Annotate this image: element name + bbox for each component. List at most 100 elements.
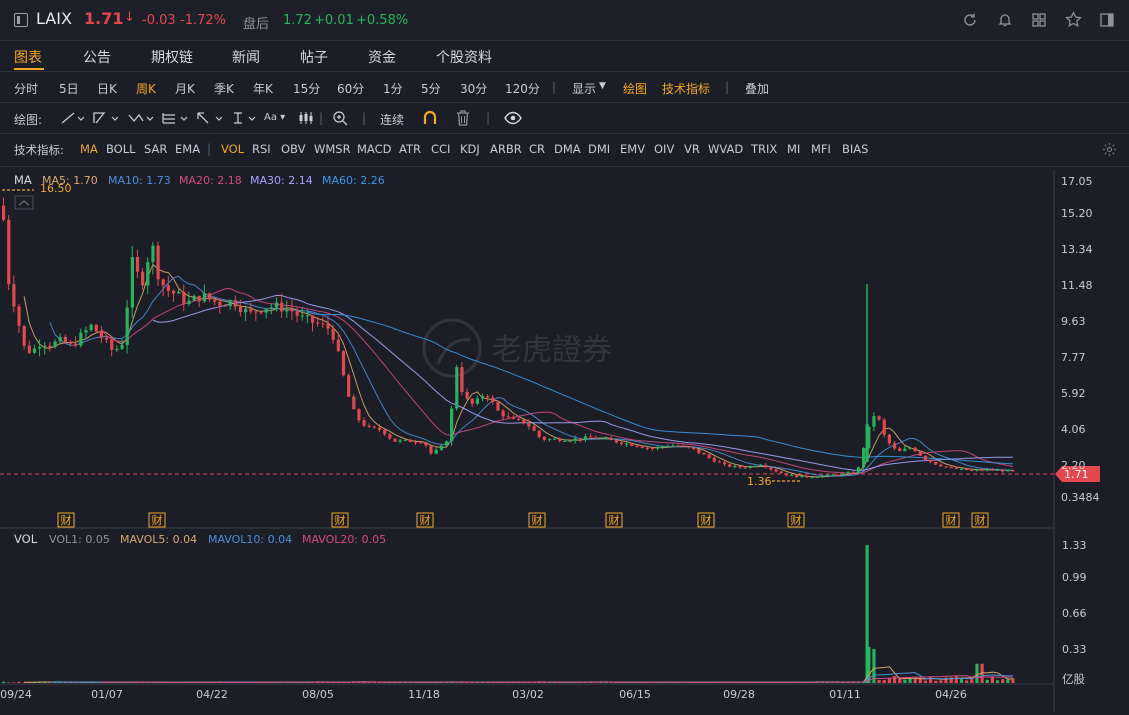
tab-options[interactable]: 期权链 — [151, 47, 193, 67]
chart-area[interactable]: 老虎證券 MA MA5: 1.70 MA10: 1.73 MA20: 2.18 … — [0, 170, 1129, 712]
candle-body — [254, 312, 257, 313]
price-volume-chart[interactable]: 老虎證券 MA MA5: 1.70 MA10: 1.73 MA20: 2.18 … — [0, 170, 1129, 712]
period-year[interactable]: 年K — [253, 80, 273, 97]
indicator-vol[interactable]: VOL — [221, 142, 244, 156]
tab-capital[interactable]: 资金 — [368, 47, 396, 67]
indicator-wmsr[interactable]: WMSR — [314, 142, 351, 156]
period-30m[interactable]: 30分 — [460, 80, 487, 97]
indicator-trix[interactable]: TRIX — [751, 142, 777, 156]
candle-body — [723, 462, 726, 464]
period-timeshare[interactable]: 分时 — [14, 80, 38, 97]
price-tick-label: 13.34 — [1061, 243, 1093, 256]
zoom-in-icon[interactable] — [332, 110, 348, 126]
indicator-bias[interactable]: BIAS — [842, 142, 868, 156]
indicator-emv[interactable]: EMV — [620, 142, 645, 156]
time-tick-label: 04/26 — [935, 688, 967, 701]
fibonacci-tool-icon[interactable] — [161, 111, 189, 125]
period-5m[interactable]: 5分 — [421, 80, 441, 97]
indicator-rsi[interactable]: RSI — [252, 142, 271, 156]
candle-tool-icon[interactable] — [298, 111, 314, 125]
indicator-mi[interactable]: MI — [787, 142, 800, 156]
panel-icon[interactable] — [1099, 12, 1115, 28]
candle-body — [429, 445, 432, 453]
indicator-sar[interactable]: SAR — [144, 142, 167, 156]
candle-body — [826, 475, 829, 476]
tab-chart[interactable]: 图表 — [14, 47, 42, 67]
tab-posts[interactable]: 帖子 — [300, 47, 328, 67]
vol1-legend: VOL1: 0.05 — [49, 533, 110, 546]
gear-icon[interactable] — [1102, 142, 1117, 157]
candle-body — [517, 419, 520, 420]
period-quarter[interactable]: 季K — [214, 80, 234, 97]
candle-body — [33, 348, 36, 352]
polyline-tool-icon[interactable] — [92, 111, 120, 125]
period-15m[interactable]: 15分 — [293, 80, 320, 97]
draw-toggle[interactable]: 绘图 — [623, 80, 647, 97]
indicator-cr[interactable]: CR — [529, 142, 545, 156]
price-tick-label: 15.20 — [1061, 207, 1093, 220]
low-price-label: 1.36 — [747, 475, 772, 488]
indicator-ema[interactable]: EMA — [175, 142, 200, 156]
indicator-ma[interactable]: MA — [80, 142, 98, 156]
indicator-wvad[interactable]: WVAD — [708, 142, 743, 156]
period-day[interactable]: 日K — [97, 80, 117, 97]
candle-body — [584, 436, 587, 439]
eye-icon[interactable] — [504, 111, 522, 125]
candle-body — [944, 466, 947, 467]
candle-body — [270, 307, 273, 308]
sidebar-toggle-icon[interactable] — [14, 13, 28, 27]
tab-announcements[interactable]: 公告 — [83, 47, 111, 67]
grid-icon[interactable] — [1031, 12, 1047, 28]
volume-tick-label: 0.99 — [1062, 571, 1087, 584]
candle-body — [105, 338, 108, 340]
indicator-cci[interactable]: CCI — [431, 142, 450, 156]
overlay-button[interactable]: 叠加 — [745, 80, 769, 97]
chevron-down-icon[interactable]: ▼ — [599, 81, 606, 91]
star-icon[interactable] — [1065, 11, 1082, 28]
period-month[interactable]: 月K — [175, 80, 195, 97]
indicator-mfi[interactable]: MFI — [811, 142, 831, 156]
indicator-arbr[interactable]: ARBR — [490, 142, 522, 156]
zigzag-tool-icon[interactable] — [127, 111, 155, 125]
bell-icon[interactable] — [997, 12, 1013, 28]
arrow-tool-icon[interactable] — [196, 111, 224, 125]
period-5d[interactable]: 5日 — [59, 80, 79, 97]
candle-body — [589, 436, 592, 437]
indicator-macd[interactable]: MACD — [357, 142, 391, 156]
mavol20-legend: MAVOL20: 0.05 — [302, 533, 386, 546]
candle-body — [301, 316, 304, 317]
period-120m[interactable]: 120分 — [505, 80, 540, 97]
period-week[interactable]: 周K — [136, 80, 156, 97]
period-1m[interactable]: 1分 — [383, 80, 403, 97]
after-hours-label: 盘后 — [243, 13, 269, 32]
refresh-icon[interactable] — [962, 12, 978, 28]
indicator-boll[interactable]: BOLL — [106, 142, 136, 156]
volume-unit-label: 亿股 — [1062, 672, 1085, 686]
magnet-icon[interactable] — [422, 110, 438, 126]
candle-body — [682, 446, 685, 447]
indicator-kdj[interactable]: KDJ — [460, 142, 480, 156]
indicator-oiv[interactable]: OIV — [654, 142, 674, 156]
indicator-atr[interactable]: ATR — [399, 142, 421, 156]
text-tool-icon[interactable]: Aa ▾ — [264, 112, 285, 123]
tab-news[interactable]: 新闻 — [232, 47, 260, 67]
tab-profile[interactable]: 个股资料 — [436, 47, 492, 67]
candle-body — [563, 441, 566, 442]
continuous-draw-button[interactable]: 连续 — [380, 111, 404, 128]
trash-icon[interactable] — [456, 110, 470, 126]
collapse-legend-button[interactable] — [15, 196, 33, 209]
candle-body — [167, 285, 170, 290]
indicators-toggle[interactable]: 技术指标 — [662, 80, 710, 97]
indicator-dmi[interactable]: DMI — [588, 142, 610, 156]
indicator-obv[interactable]: OBV — [281, 142, 305, 156]
indicator-dma[interactable]: DMA — [554, 142, 581, 156]
line-tool-icon[interactable] — [60, 111, 86, 125]
candle-body — [213, 299, 216, 301]
candle-body — [203, 293, 206, 301]
ma-legend-name: MA — [14, 173, 32, 187]
candle-body — [866, 424, 869, 462]
indicator-vr[interactable]: VR — [684, 142, 700, 156]
period-60m[interactable]: 60分 — [337, 80, 364, 97]
measure-tool-icon[interactable] — [231, 111, 259, 125]
display-menu[interactable]: 显示 — [572, 80, 596, 97]
